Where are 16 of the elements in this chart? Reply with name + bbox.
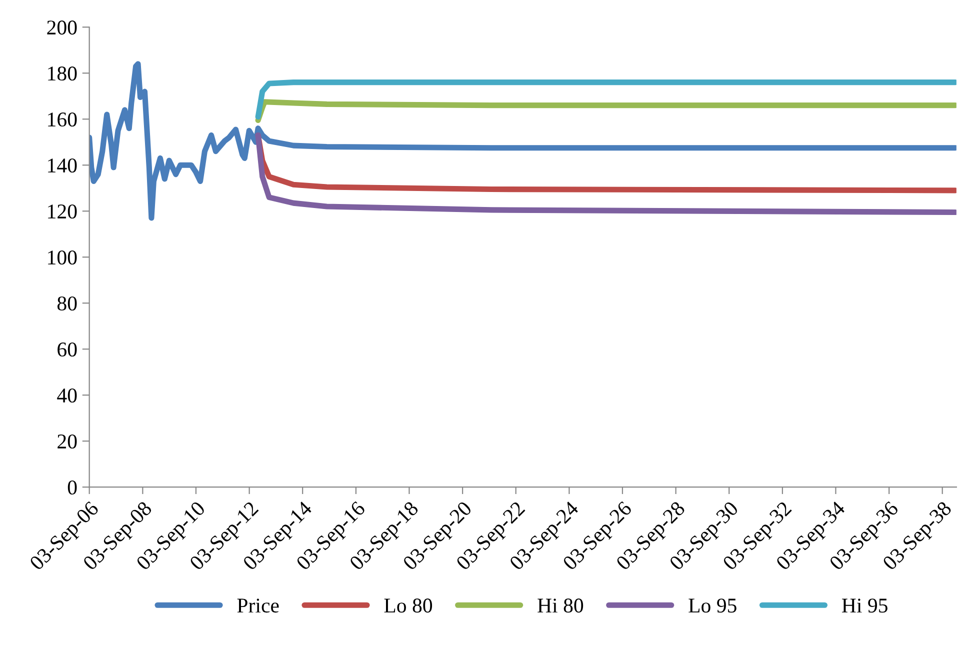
y-tick-label: 160 (48, 112, 77, 127)
y-tick-label: 60 (58, 342, 77, 357)
y-tick-label: 120 (48, 204, 77, 219)
legend-label: Hi 80 (538, 598, 584, 613)
legend-label: Lo 95 (688, 598, 736, 613)
y-tick-label: 200 (47, 20, 77, 35)
y-tick-label: 140 (48, 158, 77, 173)
legend-label: Lo 80 (384, 598, 432, 613)
y-tick-label: 100 (48, 250, 77, 265)
legend-label: Hi 95 (842, 598, 888, 613)
y-tick-label: 40 (57, 388, 77, 403)
y-tick-label: 20 (58, 434, 77, 449)
legend-label: Price (237, 598, 279, 613)
y-tick-label: 0 (68, 480, 77, 495)
y-tick-label: 180 (48, 66, 77, 81)
y-tick-label: 80 (57, 296, 77, 311)
